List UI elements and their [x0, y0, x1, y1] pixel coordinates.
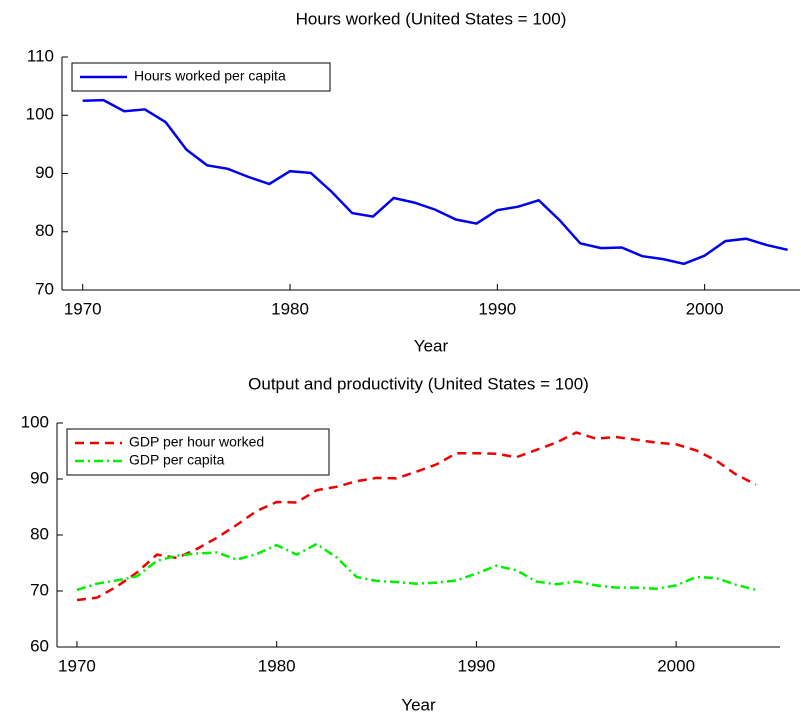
y-tick-label: 70 — [35, 279, 54, 298]
y-tick-label: 60 — [30, 636, 49, 655]
x-axis-label: Year — [414, 336, 449, 355]
data-line — [82, 98, 788, 266]
y-tick-label: 70 — [30, 580, 49, 599]
y-tick-label: 110 — [27, 46, 54, 65]
legend-box — [66, 428, 330, 476]
x-tick-label: 1980 — [271, 299, 309, 318]
x-axis-label: Year — [401, 695, 436, 714]
chart-title: Output and productivity (United States =… — [248, 374, 589, 393]
x-tick-label: 1990 — [478, 299, 516, 318]
y-tick-label: 90 — [30, 468, 49, 487]
y-tick-label: 80 — [35, 221, 54, 240]
x-tick-label: 2000 — [657, 656, 695, 675]
y-tick-label: 100 — [21, 412, 49, 431]
y-tick-label: 100 — [26, 105, 54, 124]
legend-label: Hours worked per capita — [134, 68, 286, 84]
legend-label: GDP per capita — [129, 452, 225, 468]
chart-title: Hours worked (United States = 100) — [296, 9, 567, 28]
data-line — [76, 542, 757, 592]
legend-label: GDP per hour worked — [129, 434, 264, 450]
x-tick-label: 1970 — [64, 299, 102, 318]
y-tick-label: 80 — [30, 524, 49, 543]
x-tick-label: 1990 — [458, 656, 496, 675]
x-tick-label: 1980 — [258, 656, 296, 675]
x-tick-label: 1970 — [58, 656, 96, 675]
x-tick-label: 2000 — [686, 299, 724, 318]
y-tick-label: 90 — [35, 163, 54, 182]
